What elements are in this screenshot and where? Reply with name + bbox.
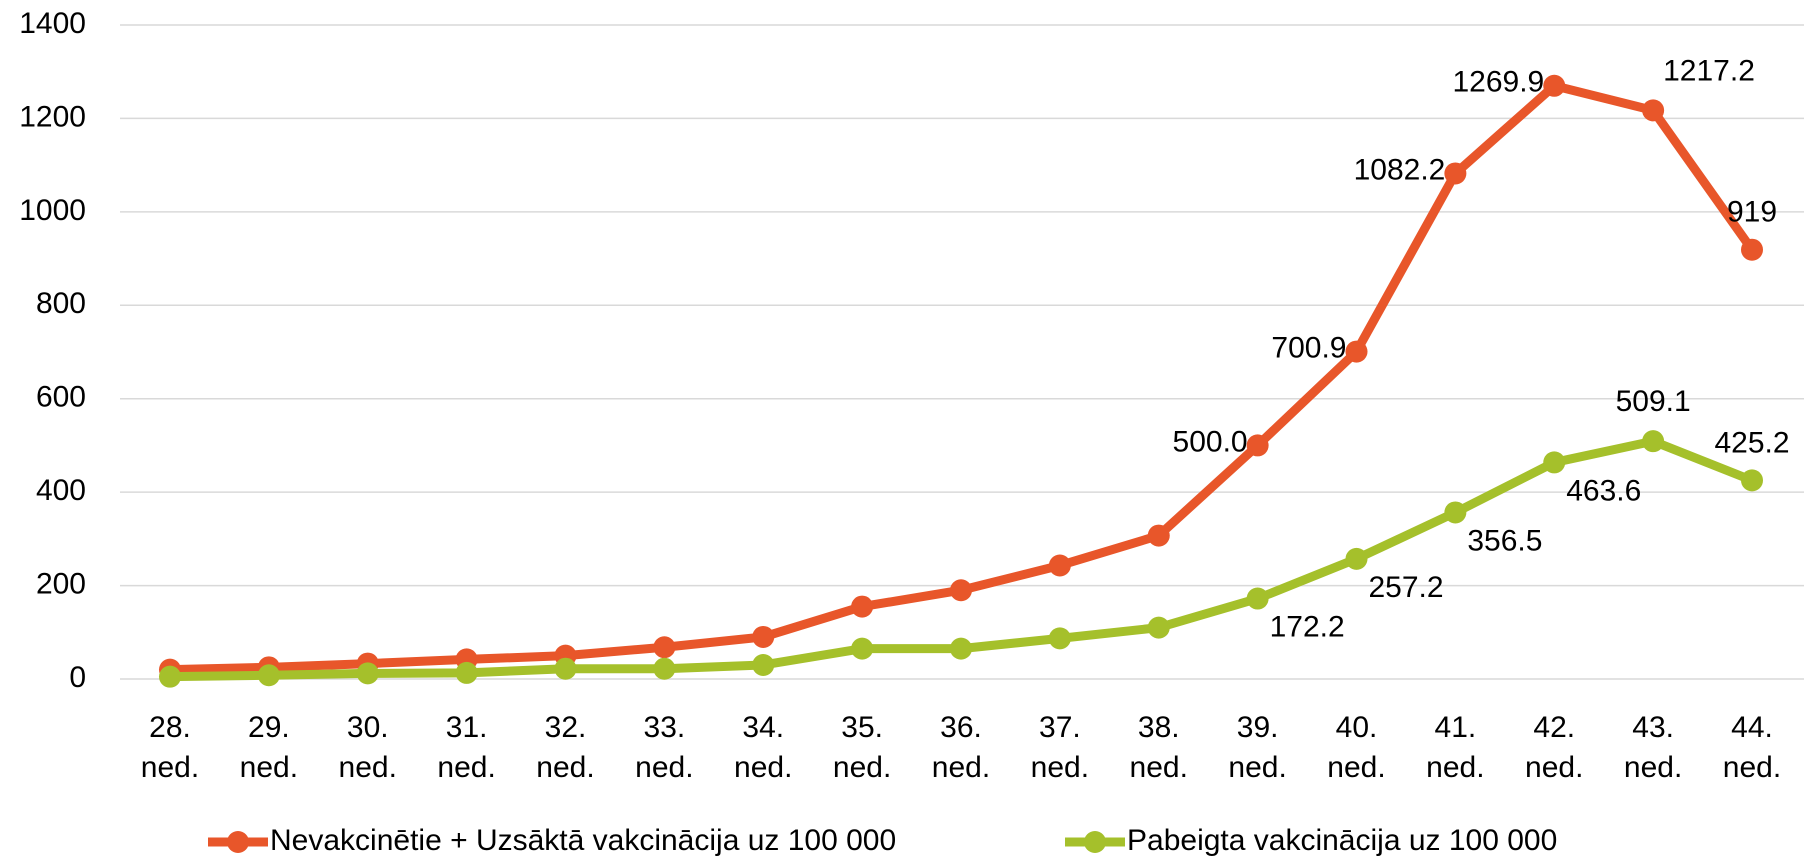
point — [1543, 451, 1566, 474]
legend-item: Pabeigta vakcinācija uz 100 000 — [1065, 824, 1557, 857]
x-tick-label: 31. ned. — [437, 711, 496, 784]
y-tick-label: 1400 — [19, 7, 86, 40]
x-tick-label-box: 31. ned. — [437, 711, 496, 784]
data-label: 700.9 — [1271, 332, 1346, 365]
x-tick-label-box: 34. ned. — [734, 711, 793, 784]
x-tick-label: 36. ned. — [931, 711, 991, 784]
x-tick-label-box: 42. ned. — [1525, 711, 1584, 784]
x-tick-label-box: 28. ned. — [140, 711, 200, 784]
x-tick-label-box: 36. ned. — [931, 711, 991, 784]
point — [1642, 99, 1665, 122]
point — [1345, 340, 1368, 363]
x-tick-label-box: 43. ned. — [1623, 711, 1683, 784]
x-tick-label-box: 44. ned. — [1722, 711, 1782, 784]
x-tick-label: 28. ned. — [140, 711, 200, 784]
y-tick-label: 0 — [69, 661, 86, 694]
y-tick-label: 400 — [36, 474, 86, 507]
y-tick-label: 1200 — [19, 100, 86, 133]
y-tick-label: 200 — [36, 567, 86, 600]
data-label: 919 — [1727, 196, 1777, 229]
point — [1741, 469, 1763, 492]
point — [1246, 587, 1269, 610]
x-tick-label-box: 33. ned. — [635, 711, 694, 784]
point — [1741, 238, 1763, 261]
x-tick-label-box: 35. ned. — [832, 711, 892, 784]
x-tick-label: 30. ned. — [338, 711, 397, 784]
x-tick-label-box: 37. ned. — [1030, 711, 1090, 784]
point — [851, 595, 874, 618]
point — [1147, 616, 1170, 639]
x-tick-label: 40. ned. — [1327, 711, 1386, 784]
data-label: 425.2 — [1714, 426, 1789, 459]
data-label: 172.2 — [1270, 610, 1345, 643]
data-label: 1217.2 — [1663, 54, 1755, 87]
x-tick-label: 43. ned. — [1623, 711, 1683, 784]
point — [1444, 162, 1467, 185]
x-tick-label-box: 40. ned. — [1327, 711, 1386, 784]
x-tick-label-box: 32. ned. — [536, 711, 595, 784]
point — [257, 664, 280, 687]
x-tick-label-box: 29. ned. — [239, 711, 299, 784]
y-tick-label: 600 — [36, 381, 86, 414]
point — [159, 665, 181, 688]
point — [356, 662, 379, 685]
point — [1048, 554, 1071, 577]
legend-item: Nevakcinētie + Uzsāktā vakcinācija uz 10… — [208, 824, 896, 857]
legend-marker — [1084, 831, 1106, 853]
x-tick-label: 33. ned. — [635, 711, 694, 784]
point — [752, 653, 775, 676]
point — [1642, 430, 1665, 453]
x-tick-label: 44. ned. — [1722, 711, 1782, 784]
point — [752, 625, 775, 648]
point — [1345, 547, 1368, 570]
data-label: 1082.2 — [1354, 153, 1446, 186]
x-tick-label-box: 30. ned. — [338, 711, 397, 784]
data-label: 356.5 — [1467, 524, 1542, 557]
x-tick-label: 32. ned. — [536, 711, 595, 784]
x-tick-label: 41. ned. — [1426, 711, 1485, 784]
y-tick-label: 800 — [36, 287, 86, 320]
point — [1048, 627, 1071, 650]
point — [554, 657, 577, 680]
x-tick-label-box: 38. ned. — [1129, 711, 1188, 784]
point — [1246, 434, 1269, 457]
x-tick-label: 37. ned. — [1030, 711, 1090, 784]
point — [1147, 524, 1170, 547]
point — [455, 661, 478, 684]
x-tick-label: 38. ned. — [1129, 711, 1188, 784]
point — [851, 637, 874, 660]
data-label: 257.2 — [1369, 571, 1444, 604]
legend-marker — [227, 831, 249, 853]
x-tick-label: 42. ned. — [1525, 711, 1584, 784]
x-tick-label: 29. ned. — [239, 711, 299, 784]
x-tick-label-box: 39. ned. — [1228, 711, 1287, 784]
legend-label: Pabeigta vakcinācija uz 100 000 — [1127, 824, 1557, 857]
x-tick-label: 39. ned. — [1228, 711, 1287, 784]
data-label: 500.0 — [1173, 425, 1248, 458]
data-label: 463.6 — [1566, 474, 1641, 507]
legend-label: Nevakcinētie + Uzsāktā vakcinācija uz 10… — [270, 824, 896, 857]
point — [653, 657, 676, 680]
x-tick-label: 34. ned. — [734, 711, 793, 784]
x-tick-label-box: 41. ned. — [1426, 711, 1485, 784]
point — [1444, 501, 1467, 524]
y-tick-label: 1000 — [19, 194, 86, 227]
point — [653, 636, 676, 659]
data-label: 1269.9 — [1452, 66, 1544, 99]
point — [950, 637, 972, 660]
point — [1543, 74, 1566, 97]
data-label: 509.1 — [1616, 385, 1691, 418]
point — [950, 579, 972, 602]
x-tick-label: 35. ned. — [832, 711, 892, 784]
